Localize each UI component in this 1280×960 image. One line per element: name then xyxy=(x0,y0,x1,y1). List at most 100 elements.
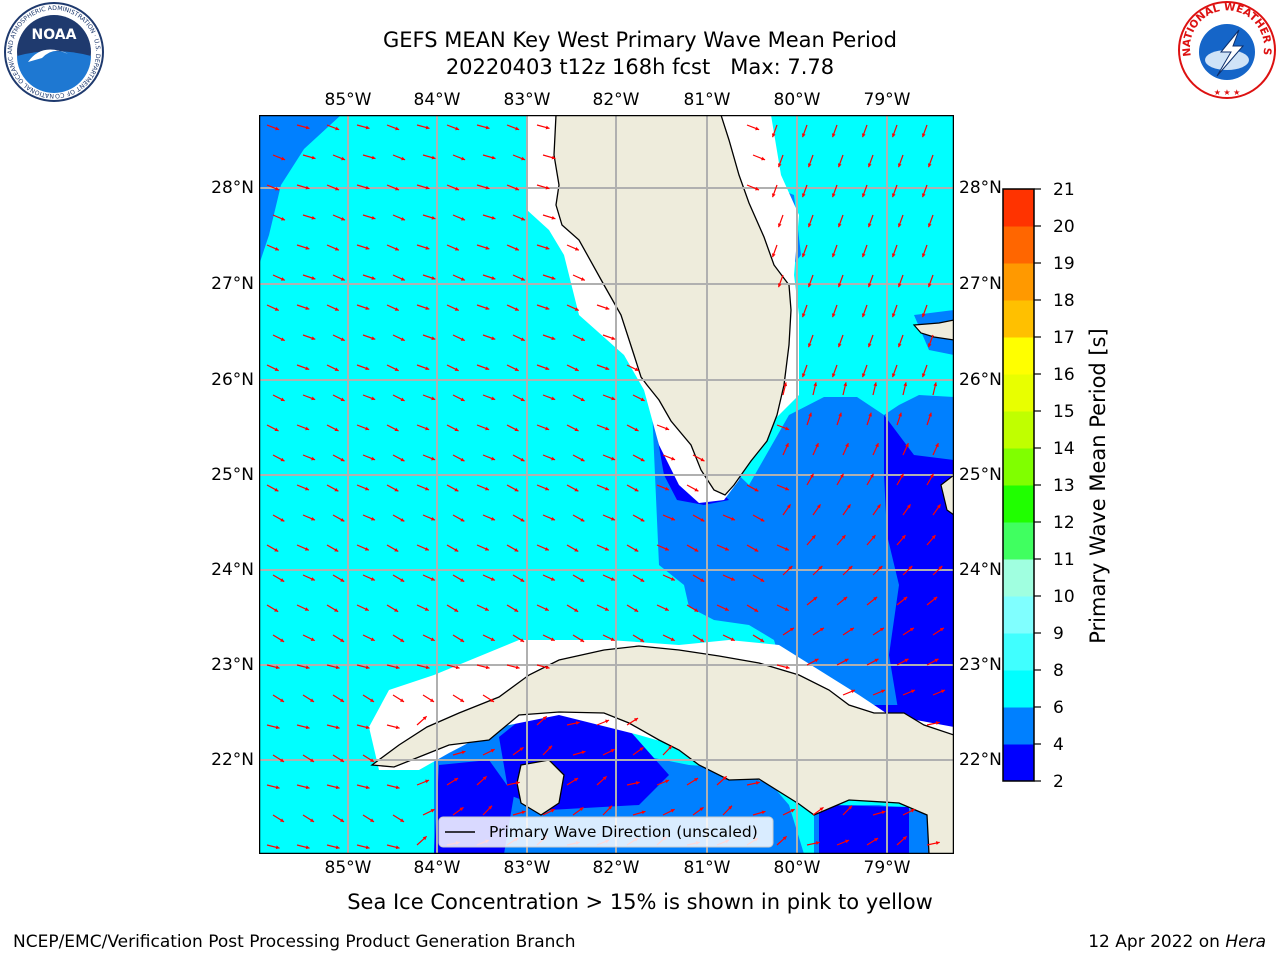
colorbar-segment xyxy=(1003,596,1034,634)
wave-arrow xyxy=(512,154,526,161)
wave-arrow xyxy=(362,454,376,461)
colorbar-segment xyxy=(1003,374,1034,412)
wave-arrow xyxy=(512,454,525,462)
colorbar-segment xyxy=(1003,337,1034,375)
florida-land xyxy=(553,115,792,496)
wave-arrow xyxy=(932,627,945,636)
lat-label-right: 26°N xyxy=(959,370,1002,390)
wave-arrow xyxy=(572,274,586,281)
wave-arrow xyxy=(326,664,340,670)
wave-arrow xyxy=(626,781,640,786)
wave-arrow xyxy=(831,364,838,378)
wave-arrow xyxy=(392,274,406,281)
wave-arrow xyxy=(362,634,375,642)
wave-arrow xyxy=(872,810,886,816)
wave-arrow xyxy=(452,454,465,462)
wave-arrow xyxy=(386,544,399,552)
wave-arrow xyxy=(362,394,376,401)
wave-arrow xyxy=(326,604,339,613)
lat-label-right: 27°N xyxy=(959,274,1002,294)
wave-arrow xyxy=(536,124,550,130)
wave-arrow xyxy=(927,274,934,288)
wave-arrow xyxy=(506,124,520,131)
wave-arrow xyxy=(416,424,430,431)
wave-arrow xyxy=(831,184,838,198)
run-date: 12 Apr 2022 on Hera xyxy=(1088,932,1266,952)
wave-arrow xyxy=(542,394,556,401)
wave-arrow xyxy=(302,574,316,581)
wave-arrow xyxy=(392,334,405,342)
wave-arrow xyxy=(332,694,345,703)
colorbar-tick-label: 20 xyxy=(1053,217,1075,237)
wave-arrow xyxy=(386,124,400,131)
wave-arrow xyxy=(776,664,790,670)
wave-arrow xyxy=(782,627,795,636)
wave-arrow xyxy=(902,627,915,636)
wave-arrow xyxy=(512,334,525,342)
wave-arrow xyxy=(782,808,795,816)
wave-arrow xyxy=(891,184,898,198)
wave-period-2-4-fl-bay xyxy=(654,405,729,505)
wave-arrow xyxy=(506,664,520,670)
wave-arrow xyxy=(752,634,765,643)
wave-arrow xyxy=(392,514,405,522)
wave-arrow xyxy=(422,214,436,220)
wave-arrow xyxy=(867,214,874,228)
wave-arrow xyxy=(296,124,310,130)
wave-arrow xyxy=(272,394,285,402)
wave-arrow xyxy=(332,574,345,583)
wave-arrow xyxy=(422,274,436,280)
wave-arrow xyxy=(422,634,435,642)
colorbar-label: Primary Wave Mean Period [s] xyxy=(1086,328,1110,644)
sea-ice-note: Sea Ice Concentration > 15% is shown in … xyxy=(347,890,933,914)
wave-arrow xyxy=(422,154,436,160)
wave-arrow xyxy=(626,424,639,432)
wave-arrow xyxy=(512,394,525,402)
wave-period-2-4-east xyxy=(884,415,954,735)
wave-arrow xyxy=(326,304,340,312)
wave-arrow xyxy=(296,784,310,790)
colorbar-tick-label: 21 xyxy=(1053,180,1075,200)
wave-arrow xyxy=(656,484,670,491)
wave-arrow xyxy=(482,634,495,642)
wave-arrow xyxy=(302,514,316,521)
wave-arrow xyxy=(746,124,760,131)
wave-arrow xyxy=(566,544,579,552)
wave-arrow xyxy=(506,304,520,312)
wave-arrow xyxy=(842,442,849,456)
wave-arrow xyxy=(386,244,400,251)
wave-arrow xyxy=(476,304,490,310)
wave-arrow xyxy=(596,364,610,371)
wave-arrow xyxy=(566,364,579,372)
wave-arrow xyxy=(356,364,370,371)
wave-arrow xyxy=(482,154,496,160)
wave-arrow xyxy=(392,154,406,161)
wave-arrow xyxy=(896,835,908,846)
wave-arrow xyxy=(896,596,908,606)
lon-label-top: 80°W xyxy=(773,90,821,110)
wave-arrow xyxy=(662,808,675,816)
wave-arrow xyxy=(722,634,735,642)
wave-arrow xyxy=(662,514,676,521)
wave-arrow xyxy=(686,484,699,492)
wave-arrow xyxy=(692,806,704,816)
wave-arrow xyxy=(872,689,886,696)
wave-arrow xyxy=(482,274,496,280)
wave-arrow xyxy=(362,814,375,823)
wave-arrow xyxy=(542,808,555,816)
wave-arrow xyxy=(356,664,370,670)
wave-arrow xyxy=(392,214,406,221)
lon-label-bottom: 84°W xyxy=(413,858,461,878)
wave-arrow xyxy=(302,274,316,280)
wave-arrow xyxy=(356,784,370,790)
wave-arrow xyxy=(386,304,400,312)
wave-arrow xyxy=(512,514,525,522)
wave-arrow xyxy=(296,424,310,431)
wave-direction-arrows xyxy=(266,124,946,850)
wave-arrow xyxy=(602,748,615,756)
wave-arrow xyxy=(837,154,844,168)
colorbar-segment xyxy=(1003,633,1034,671)
wave-arrow xyxy=(476,544,490,551)
wave-arrow xyxy=(416,664,430,670)
wave-arrow xyxy=(356,544,370,551)
